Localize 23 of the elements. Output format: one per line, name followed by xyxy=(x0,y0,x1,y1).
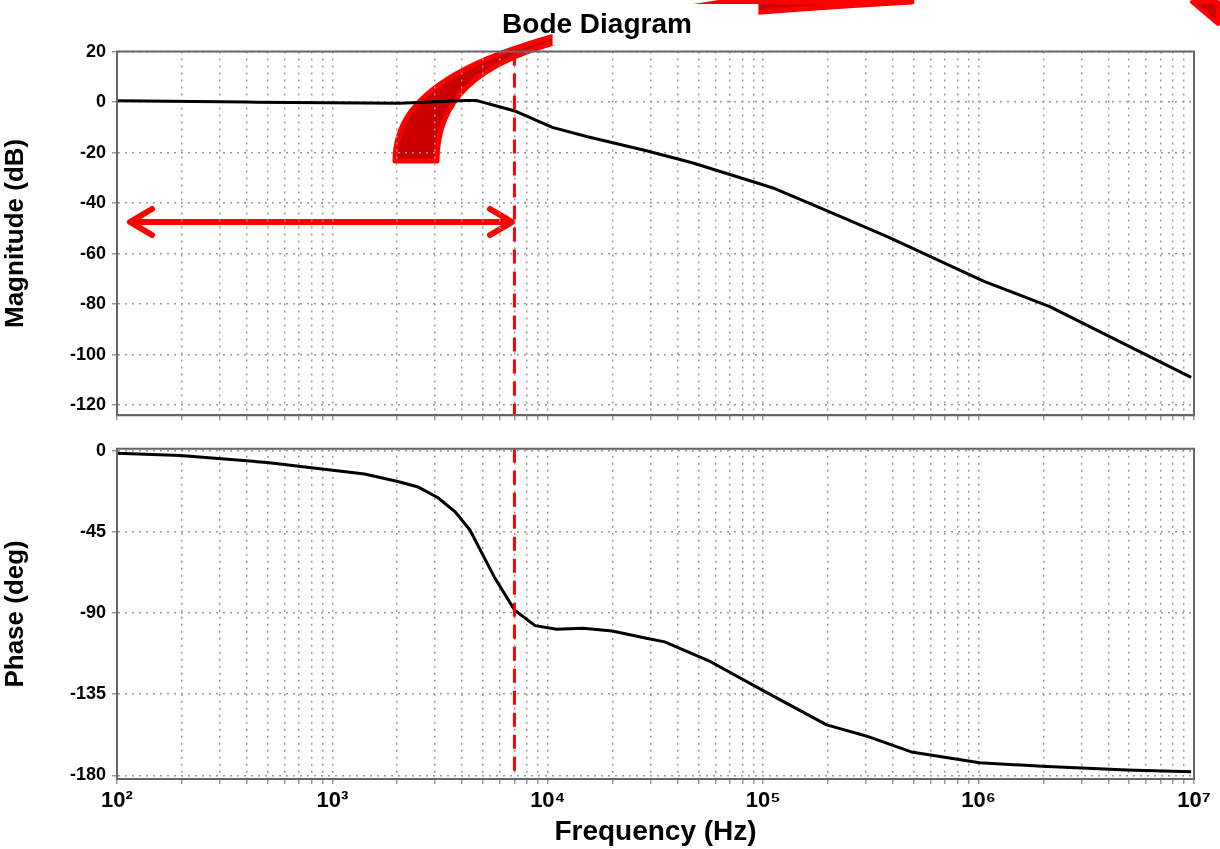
y-tick-label: -90 xyxy=(79,601,106,622)
x-tick-label: 10⁷ xyxy=(1177,787,1211,813)
y-tick-label: 0 xyxy=(95,439,106,460)
chart-title: Bode Diagram xyxy=(502,7,692,39)
y-tick-label: 0 xyxy=(95,91,106,112)
x-tick-label: 10⁶ xyxy=(961,787,996,813)
y-tick-label: -80 xyxy=(79,293,106,314)
y-tick-label: 20 xyxy=(85,40,106,61)
x-tick-label: 10⁵ xyxy=(745,787,781,813)
x-tick-label: 10² xyxy=(101,787,133,813)
y-tick-label: -100 xyxy=(69,343,106,364)
y-tick-label: -40 xyxy=(79,192,106,213)
y-axis-title: Magnitude (dB) xyxy=(0,138,29,328)
y-tick-label: -120 xyxy=(69,394,106,415)
y-axis-title: Phase (deg) xyxy=(0,540,29,688)
y-tick-label: -180 xyxy=(69,764,106,785)
x-axis-title: Frequency (Hz) xyxy=(554,814,757,846)
x-tick-label: 10³ xyxy=(316,787,349,813)
y-tick-label: -45 xyxy=(79,520,106,541)
y-tick-label: -60 xyxy=(79,242,106,263)
y-tick-label: -135 xyxy=(69,683,106,704)
x-tick-label: 10⁴ xyxy=(530,787,566,813)
y-tick-label: -20 xyxy=(79,141,106,162)
